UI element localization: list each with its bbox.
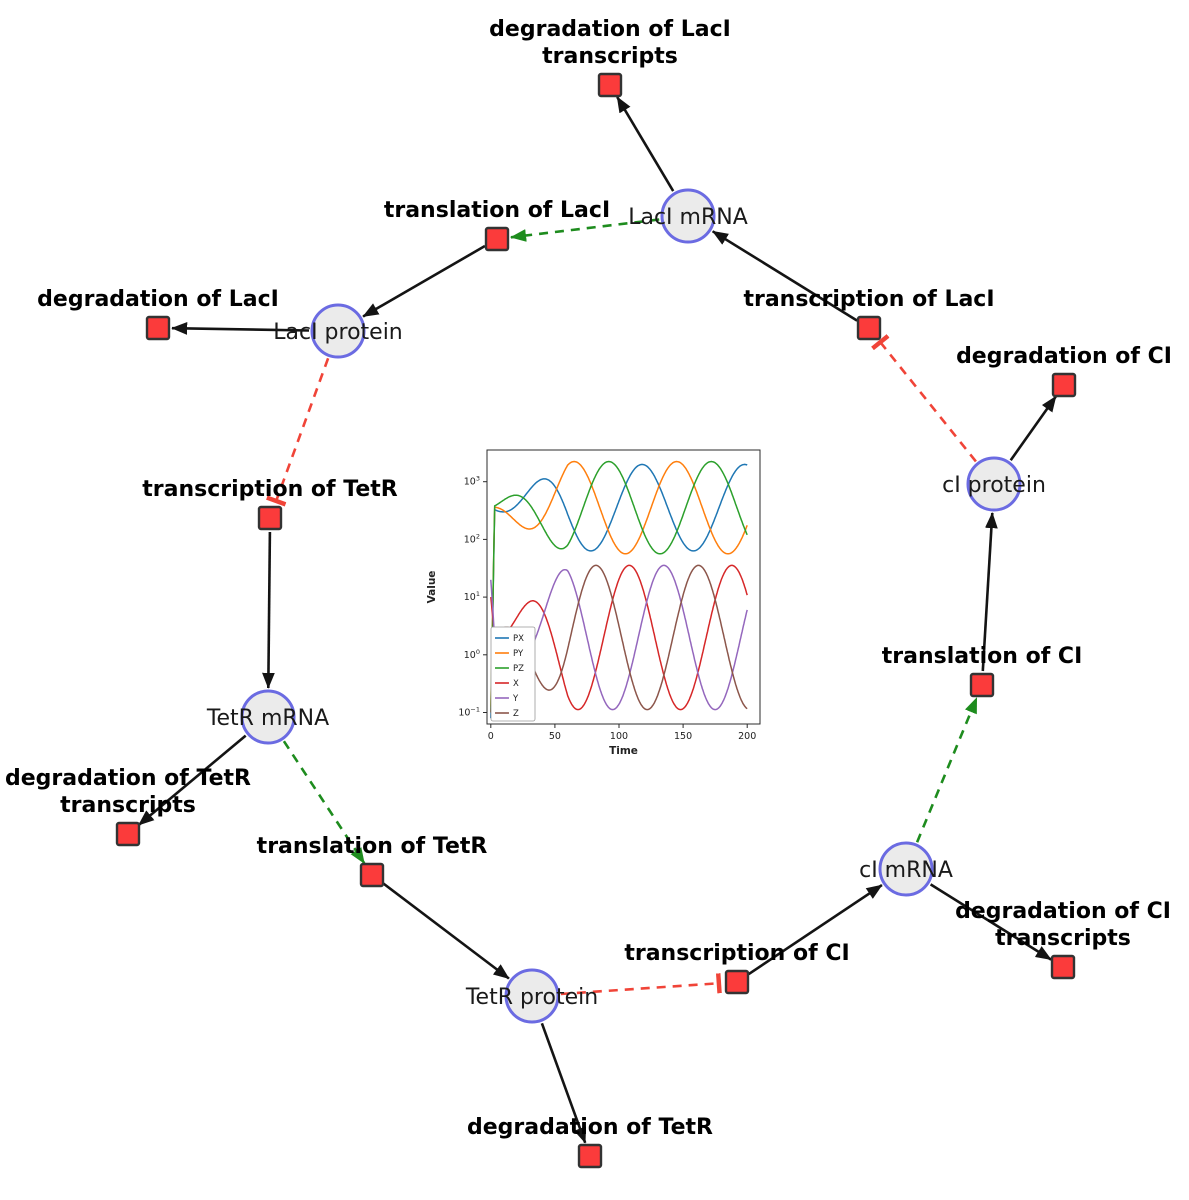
reaction-label-deg-ci-tx-line2: transcripts <box>995 926 1131 951</box>
edge-ci-protein-to-deg-ci <box>1009 395 1057 462</box>
legend-label-Y: Y <box>512 694 519 704</box>
series-line-PX <box>490 463 748 719</box>
reaction-label-txn-laci-line1: transcription of LacI <box>743 287 994 312</box>
edge-laci-mrna-to-transl-laci <box>510 218 660 242</box>
y-tick-label-2: 102 <box>464 532 480 545</box>
x-tick-label-0: 0 <box>488 731 494 742</box>
reaction-label-transl-tetr-line1: translation of TetR <box>257 834 488 859</box>
y-tick-label-3: 103 <box>464 475 480 488</box>
species-label-laci-protein: LacI protein <box>273 320 403 345</box>
reaction-label-deg-ci-line1: degradation of CI <box>956 344 1172 369</box>
species-node-ci-mrna <box>878 841 934 897</box>
reaction-label-txn-tetr-line1: transcription of TetR <box>142 477 398 502</box>
reaction-label-transl-ci-line1: translation of CI <box>882 644 1083 669</box>
reaction-node-deg-tetr-tx <box>115 821 141 847</box>
label-layer: degradation of LacItranscriptstranslatio… <box>5 17 1172 1140</box>
edge-tetr-mrna-to-deg-tetr-tx <box>137 734 247 826</box>
reaction-node-transl-tetr <box>359 862 385 888</box>
species-node-tetr-mrna <box>240 689 296 745</box>
species-node-tetr-protein <box>504 968 560 1024</box>
reaction-node-deg-laci-tx <box>597 72 623 98</box>
legend-label-Z: Z <box>513 709 519 719</box>
y-axis-label: Value <box>426 571 438 604</box>
edge-tetr-protein-to-txn-ci <box>560 973 722 996</box>
legend-label-PY: PY <box>513 649 524 659</box>
x-tick-label-150: 150 <box>674 731 692 742</box>
inset-plot: 10−1 100 101 102 103 0 50 100 150 200 Time Value PX P… <box>425 438 775 768</box>
edge-laci-protein-to-deg-laci <box>171 322 310 335</box>
reaction-label-deg-tetr-tx-line2: transcripts <box>60 793 196 818</box>
reaction-node-deg-ci-tx <box>1050 954 1076 980</box>
reaction-label-deg-laci-line1: degradation of LacI <box>37 287 279 312</box>
species-label-tetr-protein: TetR protein <box>465 985 598 1010</box>
x-axis-label: Time <box>609 745 638 757</box>
series-line-PY <box>490 460 748 707</box>
edge-ci-protein-to-txn-laci <box>871 334 977 463</box>
reaction-label-deg-ci-tx-line1: degradation of CI <box>955 899 1171 924</box>
series-line-X <box>490 564 748 711</box>
species-label-tetr-mrna: TetR mRNA <box>206 706 329 731</box>
reaction-label-deg-laci-tx-line1: degradation of LacI <box>489 17 731 42</box>
reaction-node-txn-ci <box>724 969 750 995</box>
reaction-label-deg-tetr-line1: degradation of TetR <box>467 1115 713 1140</box>
y-tick-label--1: 10−1 <box>458 706 480 719</box>
species-node-ci-protein <box>966 456 1022 512</box>
edge-layer <box>137 96 1057 1144</box>
reaction-node-transl-ci <box>969 672 995 698</box>
edge-ci-mrna-to-transl-ci <box>915 697 978 843</box>
node-layer <box>115 72 1077 1169</box>
y-tick-label-1: 101 <box>464 590 480 603</box>
reaction-node-deg-tetr <box>577 1143 603 1169</box>
species-node-laci-mrna <box>660 188 716 244</box>
reaction-node-deg-laci <box>145 315 171 341</box>
edge-txn-tetr-to-tetr-mrna <box>262 531 275 689</box>
x-tick-label-200: 200 <box>738 731 756 742</box>
reaction-node-txn-laci <box>856 315 882 341</box>
edge-transl-ci-to-ci-protein <box>981 512 998 672</box>
x-tick-label-50: 50 <box>549 731 561 742</box>
edge-transl-tetr-to-tetr-protein <box>382 882 510 980</box>
reaction-node-transl-laci <box>484 226 510 252</box>
reaction-node-txn-tetr <box>257 505 283 531</box>
edge-txn-laci-to-laci-mrna <box>712 230 858 322</box>
edge-txn-ci-to-ci-mrna <box>747 884 883 976</box>
edge-tetr-mrna-to-transl-tetr <box>282 740 366 865</box>
reaction-label-deg-tetr-tx-line1: degradation of TetR <box>5 766 251 791</box>
reaction-node-deg-ci <box>1051 372 1077 398</box>
x-tick-label-100: 100 <box>610 731 628 742</box>
reaction-label-deg-laci-tx-line2: transcripts <box>542 44 678 69</box>
legend-label-PX: PX <box>513 634 524 644</box>
reaction-label-transl-laci-line1: translation of LacI <box>384 198 610 223</box>
edge-tetr-protein-to-deg-tetr <box>540 1022 587 1144</box>
legend-label-PZ: PZ <box>513 664 524 674</box>
y-tick-label-0: 100 <box>464 648 480 661</box>
edge-laci-mrna-to-deg-laci-tx <box>616 96 675 192</box>
species-label-laci-mrna: LacI mRNA <box>628 205 748 230</box>
species-label-ci-protein: cI protein <box>942 473 1046 498</box>
legend-label-X: X <box>513 679 519 689</box>
species-label-ci-mrna: cI mRNA <box>859 858 953 883</box>
series-line-PZ <box>490 460 748 713</box>
edge-ci-mrna-to-deg-ci-tx <box>929 883 1052 961</box>
species-node-laci-protein <box>310 303 366 359</box>
reaction-label-txn-ci-line1: transcription of CI <box>624 941 849 966</box>
edge-transl-laci-to-laci-protein <box>362 244 486 318</box>
